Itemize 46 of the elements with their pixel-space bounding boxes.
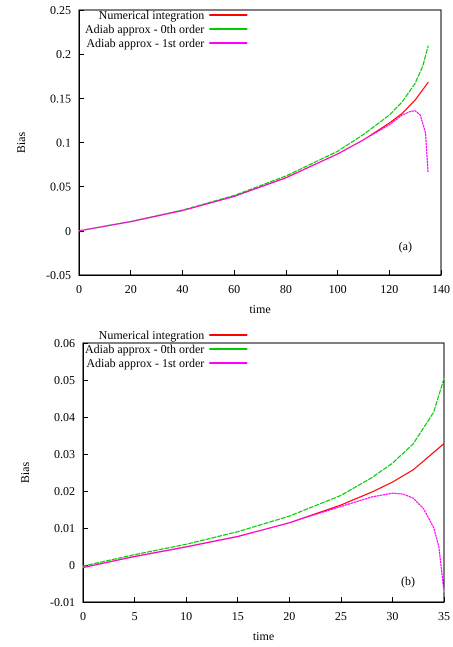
x-tick-label: 0 — [80, 609, 86, 623]
annotation: (a) — [398, 239, 412, 253]
y-axis-title: Bias — [14, 132, 28, 154]
x-tick-label: 35 — [438, 609, 450, 623]
x-tick-label: 30 — [386, 609, 398, 623]
x-axis-title: time — [249, 302, 271, 316]
x-tick-label: 10 — [180, 609, 192, 623]
x-tick-label: 20 — [283, 609, 296, 623]
legend-label: Numerical integration — [98, 8, 204, 22]
line-series — [82, 378, 445, 567]
y-tick-label: 0.05 — [50, 180, 71, 194]
y-tick-label: 0.2 — [56, 47, 71, 62]
y-tick-label: 0.02 — [54, 484, 75, 498]
line-series — [82, 492, 445, 592]
legend-label: Numerical integration — [98, 328, 204, 342]
y-tick-label: 0.04 — [54, 410, 75, 424]
x-tick-label: 20 — [124, 282, 137, 296]
line-series — [78, 110, 429, 232]
x-tick-label: 5 — [132, 609, 138, 623]
y-tick-label: 0 — [69, 558, 75, 572]
y-tick-label: 0 — [65, 224, 71, 238]
legend-label: Adiab approx - 0th order — [85, 22, 204, 36]
x-tick-label: 15 — [232, 609, 244, 623]
y-axis-title: Bias — [18, 462, 32, 484]
y-tick-label: 0.03 — [54, 447, 75, 461]
x-tick-label: 60 — [228, 282, 240, 296]
legend-label: Adiab approx - 1st order — [86, 356, 204, 370]
x-tick-label: 25 — [334, 609, 347, 623]
line-series — [82, 443, 445, 568]
x-tick-label: 80 — [280, 282, 292, 296]
y-tick-label: 0.06 — [54, 336, 75, 350]
legend-label: Adiab approx - 0th order — [85, 342, 204, 356]
x-tick-label: 100 — [328, 282, 347, 296]
x-tick-label: 120 — [380, 282, 398, 296]
y-tick-label: 0.25 — [50, 3, 71, 17]
y-tick-label: 0.05 — [54, 373, 75, 387]
x-tick-label: 40 — [176, 282, 188, 296]
x-tick-label: 140 — [432, 282, 450, 296]
y-tick-label: -0.05 — [46, 268, 71, 282]
y-tick-label: 0.01 — [54, 521, 75, 535]
y-tick-label: 0.1 — [56, 136, 71, 150]
x-axis-title: time — [252, 629, 274, 643]
legend-label: Adiab approx - 1st order — [86, 36, 204, 50]
y-tick-label: 0.15 — [50, 91, 71, 106]
y-tick-label: -0.01 — [50, 595, 75, 609]
annotation: (b) — [401, 574, 416, 588]
